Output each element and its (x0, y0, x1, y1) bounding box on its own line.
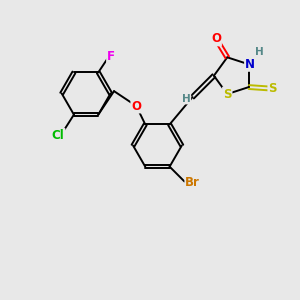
Text: S: S (268, 82, 277, 95)
Text: N: N (245, 58, 255, 71)
Text: O: O (211, 32, 221, 45)
Text: Cl: Cl (52, 129, 64, 142)
Text: S: S (223, 88, 232, 100)
Text: O: O (131, 100, 141, 112)
Text: H: H (182, 94, 190, 103)
Text: H: H (255, 47, 264, 57)
Text: F: F (107, 50, 115, 63)
Text: Br: Br (185, 176, 200, 190)
